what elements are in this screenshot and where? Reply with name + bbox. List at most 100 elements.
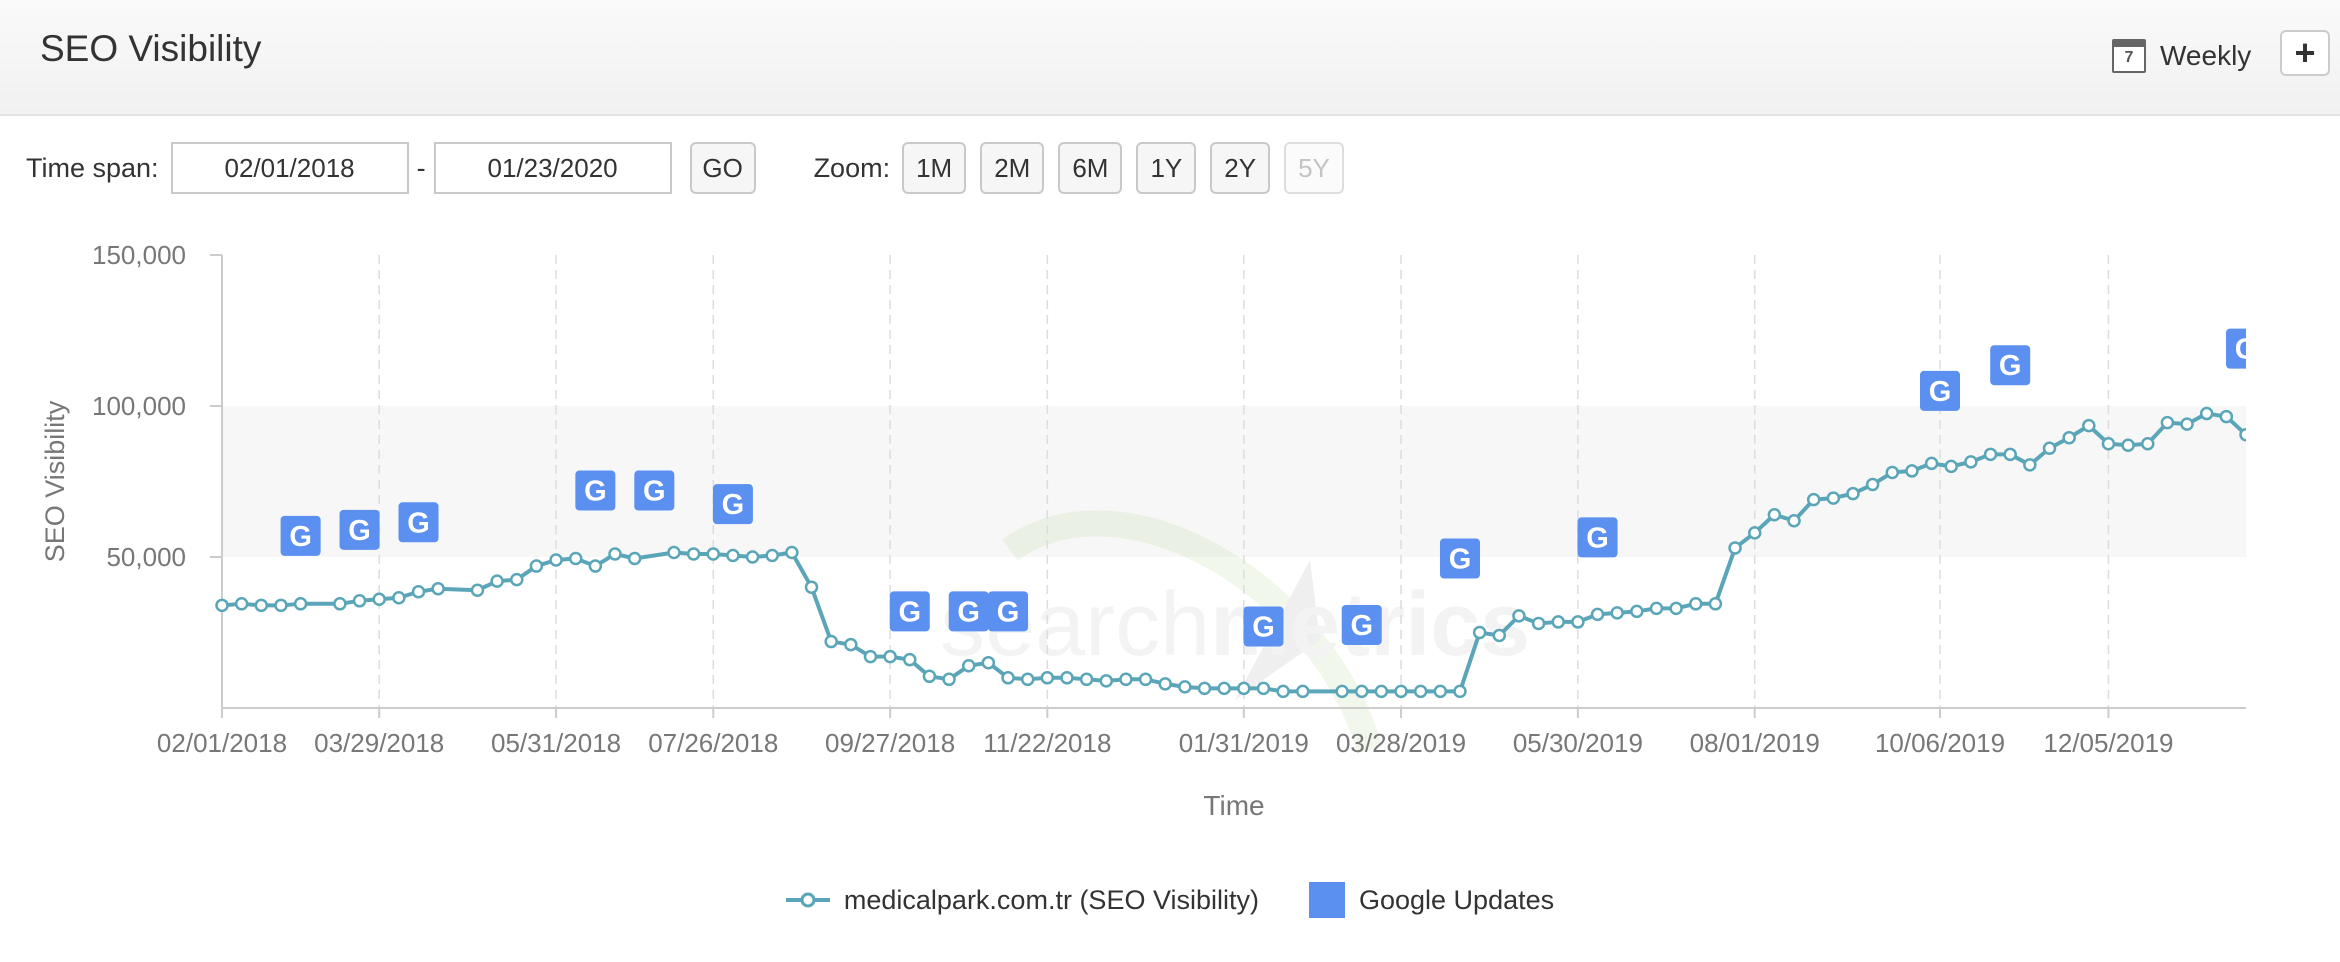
legend-series-label: medicalpark.com.tr (SEO Visibility) xyxy=(843,884,1259,915)
series-point xyxy=(2121,438,2135,453)
series-point xyxy=(1040,671,1055,685)
series-point xyxy=(2219,409,2234,424)
series-point xyxy=(1826,491,1841,505)
y-tick-label: 150,000 xyxy=(92,240,186,270)
google-update-marker-box xyxy=(280,515,321,556)
google-update-marker-label: G xyxy=(2235,334,2258,366)
x-tick-label: 09/27/2018 xyxy=(825,728,955,758)
series-point xyxy=(667,545,681,560)
google-update-marker: G xyxy=(575,470,616,511)
series-point xyxy=(1846,486,1860,501)
series-point xyxy=(1531,616,1546,631)
zoom-2m-button[interactable]: 2M xyxy=(980,142,1045,194)
x-tick-label: 05/30/2019 xyxy=(1513,728,1643,758)
google-update-marker: G xyxy=(1577,517,1618,558)
series-point xyxy=(2280,428,2291,439)
time-span-label: Time span: xyxy=(26,152,159,183)
google-update-marker-box xyxy=(1920,370,1961,411)
panel-header: SEO Visibility 7 Weekly + xyxy=(0,0,2340,116)
end-date-input[interactable] xyxy=(433,142,672,194)
google-update-marker-box xyxy=(398,502,439,543)
series-point xyxy=(1905,464,1919,478)
watermark-swoosh xyxy=(1002,510,1383,754)
interval-selector[interactable]: 7 Weekly xyxy=(2112,36,2251,76)
google-update-marker-box xyxy=(339,509,380,550)
series-point xyxy=(1099,674,1114,688)
google-update-marker-label: G xyxy=(722,489,745,521)
zoom-2y-button[interactable]: 2Y xyxy=(1210,142,1271,194)
google-update-marker-box xyxy=(889,591,930,632)
google-update-marker: G xyxy=(948,591,989,632)
series-point xyxy=(2062,430,2076,445)
google-update-marker-box xyxy=(712,484,753,525)
legend-item-series[interactable]: medicalpark.com.tr (SEO Visibility) xyxy=(785,884,1259,916)
add-button[interactable]: + xyxy=(2280,30,2330,76)
legend-item-google-updates[interactable]: Google Updates xyxy=(1308,882,1554,918)
series-point xyxy=(1178,680,1192,694)
series-point xyxy=(1394,684,1408,699)
x-axis-title: Time xyxy=(1203,790,1264,821)
x-tick-label: 12/05/2019 xyxy=(2043,728,2173,758)
x-tick-label: 03/28/2019 xyxy=(1336,728,1466,758)
series-point xyxy=(254,598,269,613)
zoom-1y-button[interactable]: 1Y xyxy=(1136,142,1197,194)
series-point xyxy=(804,580,819,594)
chart-legend: medicalpark.com.tr (SEO Visibility) Goog… xyxy=(0,878,2340,922)
google-update-marker-label: G xyxy=(289,521,312,553)
series-point xyxy=(686,547,701,561)
series-point xyxy=(785,545,799,560)
series-point xyxy=(1512,609,1526,623)
series-point xyxy=(588,559,603,573)
google-update-marker-label: G xyxy=(997,596,1020,628)
google-update-marker-label: G xyxy=(584,476,607,508)
x-tick-label: 01/31/2019 xyxy=(1179,728,1309,758)
zoom-6m-button[interactable]: 6M xyxy=(1058,142,1123,194)
series-point xyxy=(922,669,937,684)
series-point xyxy=(431,581,445,596)
google-update-marker-label: G xyxy=(957,596,980,628)
series-point xyxy=(608,547,622,561)
series-point xyxy=(1610,606,1624,620)
series-point xyxy=(1924,456,1939,471)
series-point xyxy=(1944,459,1958,474)
series-point xyxy=(1335,684,1349,699)
series-point xyxy=(2003,447,2017,462)
series-point xyxy=(1708,597,1723,611)
google-update-marker: G xyxy=(988,591,1029,632)
google-update-marker: G xyxy=(1920,370,1961,411)
google-update-marker: G xyxy=(1439,538,1480,579)
series-point xyxy=(1256,681,1271,696)
start-date-input[interactable] xyxy=(170,142,409,194)
series-point xyxy=(2101,437,2116,451)
google-update-marker-label: G xyxy=(1449,544,1472,576)
google-update-marker: G xyxy=(712,484,753,525)
series-point xyxy=(2180,417,2194,431)
google-updates-swatch xyxy=(1308,882,1345,918)
google-update-marker-box xyxy=(1439,538,1480,579)
series-point xyxy=(392,591,406,605)
series-point xyxy=(234,597,249,611)
series-point xyxy=(1806,492,1821,507)
series-point xyxy=(1138,672,1153,687)
series-point xyxy=(1669,601,1683,616)
series-point xyxy=(706,547,721,561)
series-point xyxy=(2082,418,2096,433)
series-point xyxy=(411,584,426,599)
series-point xyxy=(510,572,524,587)
series-point xyxy=(1237,681,1251,696)
google-update-marker: G xyxy=(2226,328,2258,369)
series-point xyxy=(2260,428,2271,439)
series-point xyxy=(627,551,642,566)
series-point xyxy=(1453,684,1467,699)
go-button[interactable]: GO xyxy=(689,142,756,194)
interval-label: Weekly xyxy=(2160,40,2252,71)
series-point xyxy=(352,594,367,608)
series-point xyxy=(1413,684,1428,699)
series-point xyxy=(883,649,897,664)
series-line-icon xyxy=(785,892,830,908)
series-point xyxy=(2299,431,2310,442)
google-update-marker-label: G xyxy=(1999,350,2022,382)
google-update-marker: G xyxy=(398,502,439,543)
watermark-text: searchmetrics xyxy=(940,575,1530,675)
zoom-1m-button[interactable]: 1M xyxy=(902,142,967,194)
